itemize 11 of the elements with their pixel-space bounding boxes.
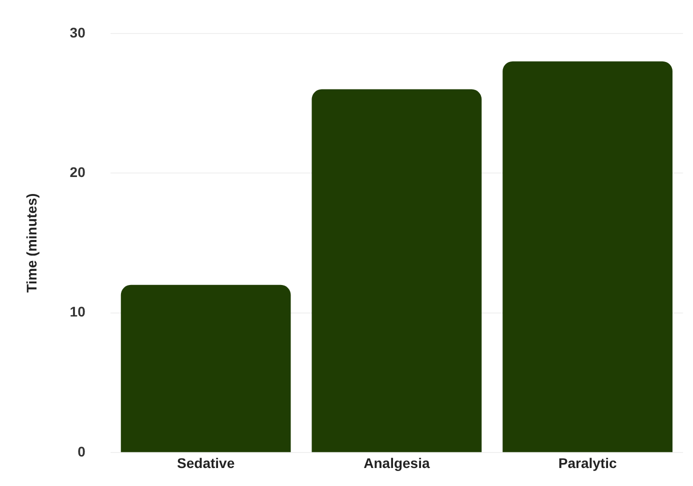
x-tick-label: Analgesia — [364, 454, 430, 471]
x-tick-label: Sedative — [177, 454, 235, 471]
y-tick-label: 10 — [70, 304, 86, 320]
bar — [120, 284, 291, 452]
x-tick-label: Paralytic — [558, 454, 617, 471]
y-axis-title: Time (minutes) — [23, 193, 40, 293]
bar — [312, 89, 482, 452]
bar — [502, 61, 672, 452]
y-tick-label: 20 — [70, 164, 86, 180]
y-tick-label: 30 — [70, 24, 86, 40]
y-tick-label: 0 — [78, 443, 86, 460]
